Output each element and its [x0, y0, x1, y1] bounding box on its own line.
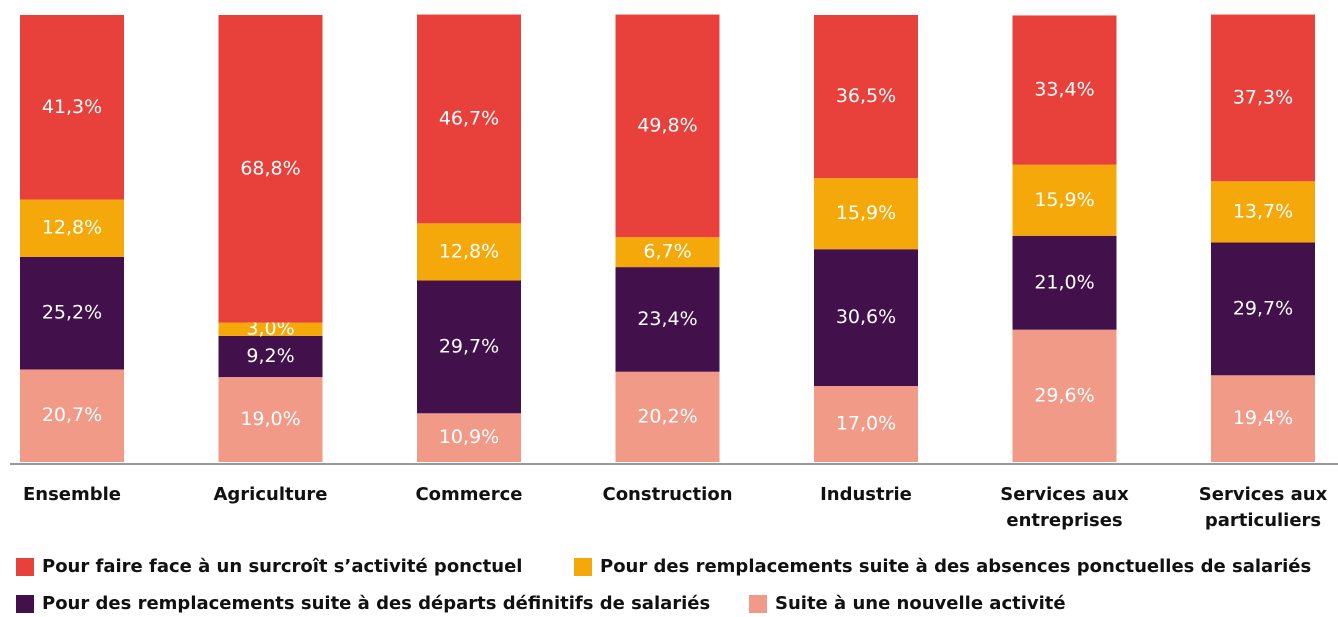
- bar-segment: [615, 371, 720, 462]
- bar-segment: [615, 267, 720, 372]
- legend-label: Pour faire face à un surcroît s’activité…: [42, 556, 523, 577]
- data-label: 36,5%: [836, 85, 896, 107]
- data-label: 46,7%: [439, 107, 499, 129]
- x-tick-label: Services aux particuliers: [1198, 484, 1328, 531]
- data-label: 23,4%: [637, 308, 697, 330]
- data-label: 29,7%: [1233, 297, 1293, 319]
- bar-segment: [615, 237, 720, 268]
- legend-item: Pour des remplacements suite à des dépar…: [16, 593, 710, 614]
- data-label: 33,4%: [1034, 79, 1094, 101]
- data-label: 30,6%: [836, 306, 896, 328]
- legend-item: Suite à une nouvelle activité: [749, 593, 1066, 614]
- data-label: 25,2%: [42, 302, 102, 324]
- legend-label: Suite à une nouvelle activité: [775, 593, 1066, 614]
- bar-segment: [20, 369, 124, 462]
- data-label: 20,7%: [42, 404, 102, 426]
- bar-segment: [218, 335, 323, 378]
- bar-segment: [814, 249, 918, 387]
- bar-segment: [417, 413, 521, 462]
- data-label: 19,0%: [240, 408, 300, 430]
- bar-segment: [20, 256, 124, 370]
- bar-segment: [1012, 164, 1117, 236]
- legend-label: Pour des remplacements suite à des absen…: [600, 556, 1312, 577]
- data-label: 12,8%: [42, 217, 102, 239]
- x-tick-label: Services aux entreprises: [1000, 484, 1129, 531]
- data-label: 29,6%: [1034, 384, 1094, 406]
- data-label: 68,8%: [240, 157, 300, 179]
- bar-segment: [218, 15, 323, 323]
- legend-item: Pour des remplacements suite à des absen…: [574, 556, 1311, 577]
- legend-label: Pour des remplacements suite à des dépar…: [42, 593, 711, 614]
- data-label: 29,7%: [439, 335, 499, 357]
- data-label: 37,3%: [1233, 86, 1293, 108]
- bar-segment: [20, 15, 124, 200]
- bar-segment: [1211, 375, 1315, 462]
- data-label: 9,2%: [246, 345, 294, 367]
- data-label: 13,7%: [1233, 200, 1293, 222]
- data-label: 20,2%: [637, 405, 697, 427]
- bar-segment: [20, 199, 124, 257]
- data-label: 49,8%: [637, 114, 697, 136]
- bar-segment: [814, 386, 918, 462]
- data-label: 41,3%: [42, 96, 102, 118]
- bar-segment: [615, 14, 720, 238]
- data-label: 15,9%: [1034, 189, 1094, 211]
- data-label: 10,9%: [439, 426, 499, 448]
- bar-segment: [1211, 242, 1315, 376]
- bar-segment: [218, 377, 323, 462]
- legend-item: Pour faire face à un surcroît s’activité…: [16, 556, 522, 577]
- data-label: 15,9%: [836, 202, 896, 224]
- bar-segment: [417, 280, 521, 414]
- x-tick-label: Ensemble: [22, 484, 122, 505]
- bar-segment: [417, 14, 521, 224]
- bar-segment: [814, 178, 918, 250]
- data-label: 12,8%: [439, 240, 499, 262]
- data-label: 21,0%: [1034, 271, 1094, 293]
- x-tick-label: Agriculture: [213, 484, 328, 505]
- data-label: 17,0%: [836, 413, 896, 435]
- legend-swatch: [16, 594, 34, 613]
- bar-segment: [1211, 14, 1315, 182]
- bar-segment: [1012, 15, 1117, 165]
- data-label: 3,0%: [246, 318, 294, 340]
- x-tick-label: Construction: [602, 484, 733, 505]
- legend-swatch: [574, 557, 592, 576]
- legend-swatch: [749, 594, 767, 613]
- bar-segment: [1012, 329, 1117, 462]
- legend-swatch: [16, 557, 34, 576]
- data-label: 6,7%: [643, 241, 691, 263]
- data-label: 19,4%: [1233, 407, 1293, 429]
- x-tick-label: Industrie: [820, 484, 912, 505]
- x-tick-label: Commerce: [415, 484, 523, 505]
- bar-segment: [1012, 235, 1117, 330]
- bar-segment: [1211, 181, 1315, 243]
- bar-segment: [218, 322, 323, 336]
- bar-segment: [814, 15, 918, 179]
- bar-segment: [417, 223, 521, 281]
